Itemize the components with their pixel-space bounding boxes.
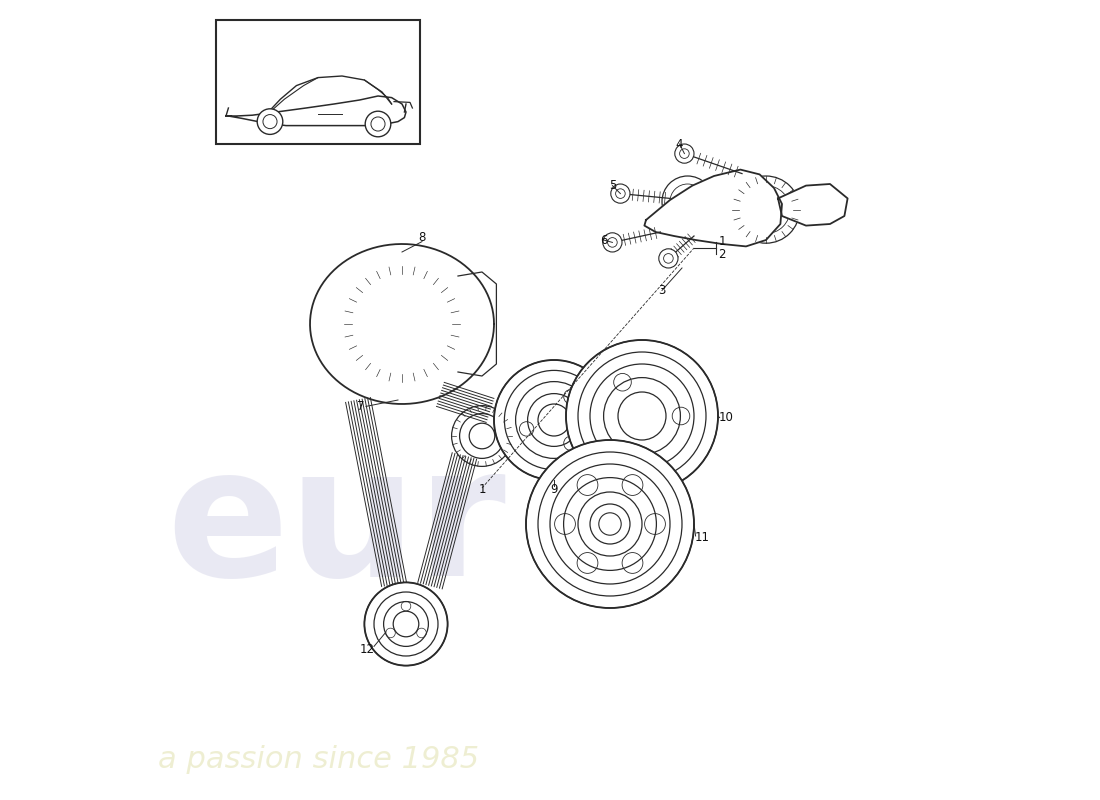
Polygon shape: [310, 244, 494, 404]
Circle shape: [526, 440, 694, 608]
Text: 1: 1: [718, 235, 726, 248]
Circle shape: [364, 582, 448, 666]
Text: eur: eur: [166, 438, 506, 614]
FancyBboxPatch shape: [216, 20, 419, 144]
Text: 7: 7: [358, 400, 365, 413]
Polygon shape: [778, 184, 848, 226]
Text: 10: 10: [718, 411, 734, 424]
Text: 2: 2: [718, 248, 726, 261]
Text: 6: 6: [600, 234, 607, 246]
Circle shape: [674, 144, 694, 163]
Text: 1: 1: [480, 483, 486, 496]
Text: 5: 5: [608, 179, 616, 192]
Polygon shape: [226, 96, 406, 126]
Circle shape: [610, 184, 630, 203]
Circle shape: [257, 109, 283, 134]
Circle shape: [494, 360, 614, 480]
Text: 9: 9: [550, 483, 558, 496]
Text: 8: 8: [418, 231, 426, 244]
Text: a passion since 1985: a passion since 1985: [158, 745, 480, 774]
Text: 11: 11: [694, 531, 710, 544]
Text: 3: 3: [658, 284, 666, 297]
Text: 4: 4: [675, 138, 683, 150]
Polygon shape: [645, 170, 782, 246]
Circle shape: [659, 249, 678, 268]
Circle shape: [365, 111, 390, 137]
Polygon shape: [458, 272, 496, 376]
Circle shape: [566, 340, 718, 492]
Circle shape: [603, 233, 622, 252]
Text: 12: 12: [360, 643, 375, 656]
